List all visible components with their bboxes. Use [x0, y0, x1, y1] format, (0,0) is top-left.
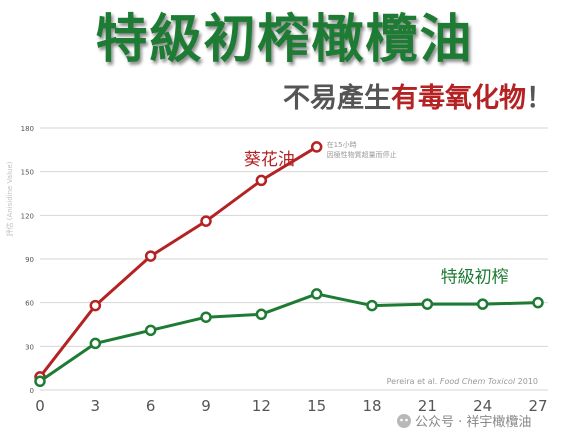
y-tick-label: 90 — [25, 256, 34, 264]
citation: Pereira et al. Food Chem Toxicol 2010 — [387, 377, 538, 386]
y-tick-label: 30 — [25, 343, 34, 351]
watermark-text: 公众号 · 祥宇橄欖油 — [415, 415, 531, 430]
data-point — [255, 174, 268, 187]
x-tick-label: 21 — [418, 397, 437, 415]
y-tick-labels: 0 30 60 90 120 150 180 — [21, 125, 34, 395]
data-point — [34, 375, 46, 388]
citation-year: 2010 — [515, 377, 538, 386]
series-layer — [34, 141, 544, 388]
y-tick-label: 120 — [21, 212, 34, 220]
data-point — [421, 298, 434, 310]
data-point — [366, 299, 378, 312]
x-tick-label: 9 — [201, 397, 211, 415]
x-tick-label: 0 — [35, 397, 45, 415]
subtitle-part3: ！ — [526, 83, 553, 114]
y-tick-label: 150 — [21, 169, 34, 177]
annotation-line1: 在15小時 — [327, 140, 357, 149]
x-tick-label: 15 — [307, 397, 326, 415]
data-point — [476, 298, 489, 310]
data-point — [89, 299, 102, 312]
series-line — [39, 292, 539, 383]
annotation-line2: 因極性物質超量而停止 — [327, 150, 397, 159]
data-point — [310, 141, 323, 153]
y-tick-label: 60 — [25, 300, 34, 308]
data-point — [310, 288, 323, 300]
data-point — [89, 337, 102, 350]
data-point — [200, 215, 212, 227]
x-tick-label: 24 — [473, 397, 492, 415]
watermark: 公众号 · 祥宇橄欖油 — [397, 414, 531, 430]
series-label-sunflower: 葵花油 — [244, 150, 295, 170]
series-0 — [34, 141, 323, 383]
x-tick-label: 18 — [362, 397, 381, 415]
y-tick-label: 0 — [30, 387, 34, 395]
x-tick-label: 12 — [252, 397, 271, 415]
series-1 — [34, 288, 544, 388]
page-subtitle: 不易產生有毒氧化物！ — [283, 82, 553, 116]
page-title: 特級初榨橄欖油 — [95, 10, 474, 70]
x-tick-label: 6 — [146, 397, 156, 415]
data-point — [144, 250, 157, 262]
citation-journal: Food Chem Toxicol — [440, 377, 516, 386]
wechat-icon — [397, 414, 411, 428]
data-point — [255, 308, 268, 321]
data-point — [532, 296, 544, 309]
citation-prefix: Pereira et al. — [387, 377, 440, 386]
x-tick-label: 3 — [91, 397, 101, 415]
subtitle-highlight: 有毒氧化物 — [391, 83, 526, 114]
data-point — [200, 311, 212, 323]
x-tick-label: 27 — [528, 397, 547, 415]
data-point — [144, 324, 157, 337]
x-tick-labels: 0 3 6 9 12 15 18 21 24 27 — [35, 397, 547, 415]
y-tick-label: 180 — [21, 125, 34, 133]
series-line — [38, 145, 318, 378]
series-label-evoo: 特級初榨 — [441, 268, 509, 288]
y-axis-label: 評估 (Anisidine Value) — [5, 161, 14, 236]
subtitle-part1: 不易產生 — [283, 83, 391, 114]
